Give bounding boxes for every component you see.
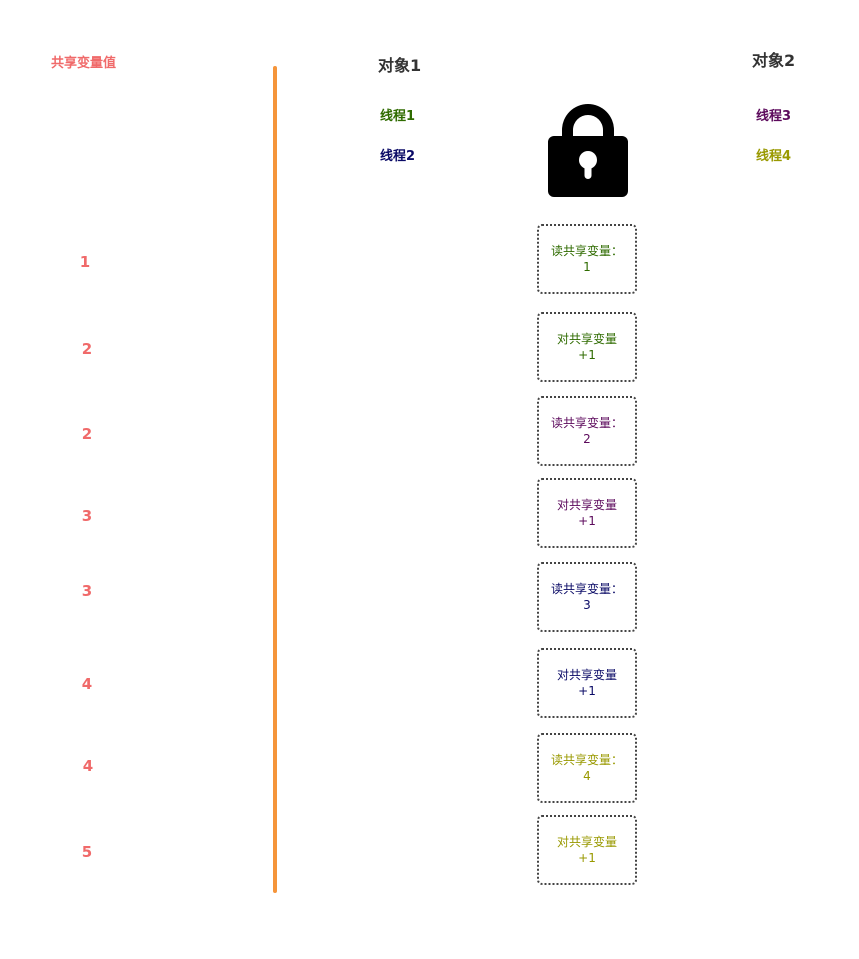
step-box-2: 对共享变量 +1 <box>537 312 637 382</box>
step-box-1: 读共享变量： 1 <box>537 224 637 294</box>
step-text: 读共享变量： <box>550 416 623 430</box>
step-value: 2 <box>583 432 591 446</box>
object-2-label: 对象2 <box>752 51 796 70</box>
object-1-label: 对象1 <box>378 56 422 75</box>
thread-4-label: 线程4 <box>756 149 792 164</box>
step-value: +1 <box>578 348 596 362</box>
shared-value-4: 3 <box>81 507 93 525</box>
divider-line <box>273 66 277 893</box>
step-value: 3 <box>583 598 591 612</box>
step-box-8: 对共享变量 +1 <box>537 815 637 885</box>
shared-value-8: 5 <box>81 843 93 861</box>
thread-1-label: 线程1 <box>380 109 416 124</box>
step-box-4: 对共享变量 +1 <box>537 478 637 548</box>
step-value: 4 <box>583 769 591 783</box>
shared-value-1: 1 <box>79 253 91 271</box>
step-text: 对共享变量 <box>556 668 617 682</box>
thread-2-label: 线程2 <box>380 149 416 164</box>
shared-values-title: 共享变量值 <box>51 56 117 71</box>
step-text: 读共享变量： <box>550 244 623 258</box>
shared-value-6: 4 <box>81 675 93 693</box>
step-text: 读共享变量： <box>550 753 623 767</box>
step-box-3: 读共享变量： 2 <box>537 396 637 466</box>
thread-3-label: 线程3 <box>756 109 792 124</box>
step-value: +1 <box>578 684 596 698</box>
step-value: +1 <box>578 514 596 528</box>
step-box-7: 读共享变量： 4 <box>537 733 637 803</box>
step-box-5: 读共享变量： 3 <box>537 562 637 632</box>
step-text: 对共享变量 <box>556 332 617 346</box>
step-value: 1 <box>583 260 591 274</box>
step-text: 对共享变量 <box>556 498 617 512</box>
step-text: 对共享变量 <box>556 835 617 849</box>
shared-value-2: 2 <box>81 340 93 358</box>
shared-value-7: 4 <box>82 757 94 775</box>
step-text: 读共享变量： <box>550 582 623 596</box>
lock-icon <box>548 104 628 197</box>
step-box-6: 对共享变量 +1 <box>537 648 637 718</box>
step-value: +1 <box>578 851 596 865</box>
shared-value-5: 3 <box>81 582 93 600</box>
shared-value-3: 2 <box>81 425 93 443</box>
